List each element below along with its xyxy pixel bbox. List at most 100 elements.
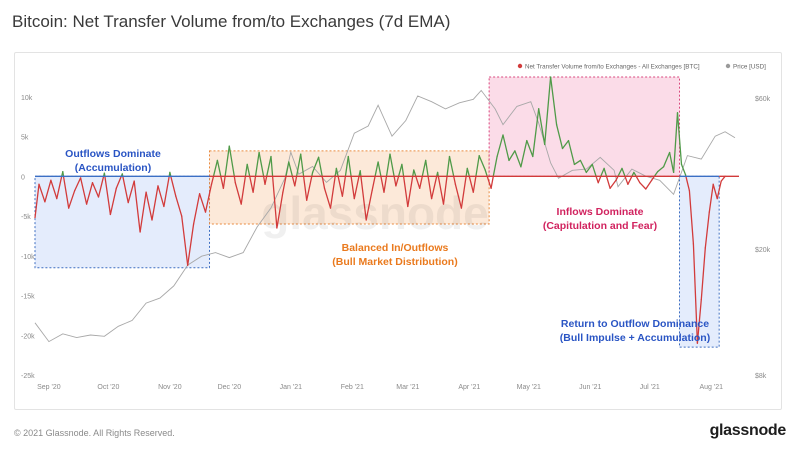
net-transfer-segment — [329, 175, 336, 209]
net-transfer-segment — [56, 175, 63, 200]
net-transfer-segment — [216, 159, 222, 177]
net-transfer-segment — [514, 150, 522, 168]
x-tick-label: Jun '21 — [579, 384, 601, 391]
y-left-tick-label: -10k — [21, 254, 35, 261]
net-transfer-segment — [415, 175, 421, 189]
net-transfer-segment — [38, 183, 46, 203]
net-transfer-segment — [157, 185, 165, 208]
net-transfer-segment — [249, 175, 254, 193]
net-transfer-segment — [685, 175, 691, 192]
annotation-subtitle-inflows: (Capitulation and Fear) — [543, 220, 657, 232]
net-transfer-segment — [421, 159, 427, 177]
net-transfer-segment — [360, 175, 367, 221]
net-transfer-segment — [555, 124, 564, 150]
net-transfer-segment — [323, 187, 332, 209]
annotation-title-inflows: Inflows Dominate — [557, 206, 644, 218]
annotation-box-inflows — [488, 76, 681, 177]
net-transfer-segment — [383, 175, 388, 193]
net-transfer-segment — [353, 175, 360, 200]
net-transfer-segment — [85, 182, 94, 205]
net-transfer-segment — [603, 167, 608, 177]
net-transfer-segment — [233, 175, 236, 184]
net-transfer-segment — [347, 155, 352, 177]
net-transfer-segment — [163, 175, 170, 208]
net-transfer-segment — [151, 185, 159, 221]
price-series — [34, 89, 736, 343]
net-transfer-segment — [210, 175, 215, 185]
net-transfer-segment — [460, 175, 467, 209]
net-transfer-segment — [377, 161, 382, 177]
y-left-tick-label: -15k — [21, 294, 35, 301]
x-tick-label: Dec '20 — [218, 384, 242, 391]
net-transfer-segment — [62, 175, 70, 209]
net-transfer-segment — [341, 175, 347, 197]
net-transfer-segment — [605, 175, 611, 189]
net-transfer-segment — [692, 243, 699, 344]
net-transfer-segment — [266, 155, 272, 177]
annotation-title-outflows: Outflows Dominate — [65, 148, 161, 160]
net-transfer-segment — [549, 76, 558, 126]
net-transfer-segment — [468, 175, 474, 193]
net-transfer-segment — [639, 182, 647, 190]
net-transfer-segment — [609, 179, 617, 189]
net-transfer-segment — [97, 175, 105, 198]
net-transfer-segment — [617, 167, 623, 177]
net-transfer-segment — [393, 175, 397, 187]
net-transfer-segment — [672, 112, 679, 174]
net-transfer-segment — [246, 163, 251, 177]
net-transfer-segment — [50, 179, 58, 200]
net-transfer-segment — [371, 175, 376, 192]
net-transfer-segment — [653, 170, 659, 177]
net-transfer-segment — [317, 156, 323, 177]
y-left-tick-label: -25k — [21, 373, 35, 380]
net-transfer-segment — [91, 182, 100, 198]
x-tick-label: Jan '21 — [280, 384, 302, 391]
net-transfer-segment — [252, 175, 257, 193]
axes: 10k 5k 0 -5k -10k -15k -20k -25k $60k $20k $8k Sep … — [21, 95, 771, 391]
net-transfer-segment — [538, 108, 546, 146]
x-tick-label: Sep '20 — [37, 384, 61, 391]
glassnode-logo: glassnode — [709, 422, 787, 439]
net-transfer-series — [34, 76, 726, 344]
net-transfer-segment — [285, 161, 290, 177]
net-transfer-segment — [600, 167, 605, 177]
net-transfer-segment — [224, 145, 230, 177]
net-transfer-segment — [585, 163, 593, 174]
net-transfer-segment — [302, 175, 308, 201]
y-left-tick-label: 0 — [21, 174, 25, 181]
net-transfer-segment — [413, 169, 417, 177]
net-transfer-segment — [490, 175, 494, 189]
net-transfer-segment — [109, 187, 117, 216]
net-transfer-segment — [115, 175, 122, 189]
x-tick-label: Aug '21 — [699, 384, 723, 391]
net-transfer-segment — [385, 153, 391, 177]
price-line — [34, 89, 736, 343]
net-transfer-segment — [407, 175, 414, 208]
net-transfer-segment — [561, 139, 570, 150]
y-left-tick-label: 10k — [21, 95, 33, 102]
net-transfer-segment — [321, 175, 326, 189]
net-transfer-segment — [295, 153, 302, 177]
annotation-subtitle-outflows: (Accumulation) — [75, 162, 151, 174]
net-transfer-segment — [62, 170, 65, 177]
net-transfer-segment — [437, 175, 445, 205]
net-transfer-segment — [181, 215, 189, 266]
net-transfer-segment — [595, 175, 599, 184]
annotation-title-balanced: Balanced In/Outflows — [342, 242, 449, 254]
net-transfer-segment — [337, 175, 344, 197]
net-transfer-segment — [475, 155, 480, 177]
y-right-tick-label: $60k — [755, 96, 771, 103]
net-transfer-segment — [204, 183, 213, 213]
net-transfer-segment — [79, 177, 88, 205]
y-left-tick-label: 5k — [21, 135, 29, 142]
net-transfer-segment — [282, 175, 287, 193]
net-transfer-segment — [591, 163, 597, 177]
annotation-labels: Outflows Dominate (Accumulation) Balanced … — [65, 148, 710, 344]
net-transfer-segment — [271, 175, 278, 229]
net-transfer-segment — [139, 191, 147, 233]
net-transfer-segment — [294, 175, 298, 187]
net-transfer-segment — [220, 175, 225, 189]
net-transfer-segment — [425, 159, 429, 177]
watermark: glassnode — [261, 187, 489, 239]
net-transfer-segment — [187, 223, 195, 266]
